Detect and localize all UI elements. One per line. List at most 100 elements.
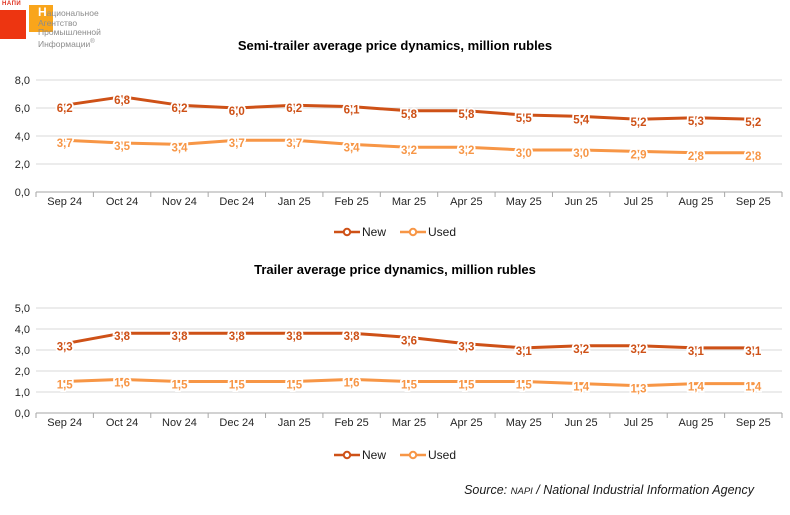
trailer-chart: 0,0 1,0 2,0 3,0 4,0 5,0 Sep 24 Oct 24 Nov 24 Dec …	[15, 303, 783, 429]
data-label: 3,8	[114, 331, 131, 343]
source-prefix: Source:	[464, 483, 511, 497]
data-label: 1,5	[458, 380, 475, 392]
x-tick-label: Jul 25	[624, 196, 653, 208]
x-tick-label: Jul 25	[624, 417, 653, 429]
data-label: 3,1	[745, 346, 762, 358]
y-tick-label: 5,0	[15, 303, 30, 315]
y-tick-label: 4,0	[15, 131, 30, 143]
chart-title-trailer: Trailer average price dynamics, million …	[254, 262, 536, 277]
y-tick-label: 8,0	[15, 75, 30, 87]
x-tick-label: Mar 25	[392, 417, 426, 429]
logo-line-1: Национальное	[38, 6, 101, 19]
data-label: 1,6	[114, 377, 130, 389]
legend-marker-used-icon	[400, 450, 426, 460]
data-label: 1,5	[172, 380, 189, 392]
y-tick-label: 2,0	[15, 366, 30, 378]
legend-label-new: New	[361, 448, 386, 462]
data-label: 3,0	[573, 148, 589, 160]
logo-line-4-text: Информации	[38, 38, 91, 49]
semi-trailer-chart: 0,0 2,0 4,0 6,0 8,0 Sep 24 Oct 24 Nov 24 Dec 24 J…	[15, 75, 783, 208]
logo-line-3: Промышленной	[38, 27, 101, 37]
data-label: 1,4	[573, 382, 590, 394]
series-line-new	[63, 95, 755, 121]
data-label: 1,6	[344, 377, 360, 389]
x-tick-label: Jan 25	[278, 417, 311, 429]
data-label: 3,0	[516, 148, 532, 160]
data-label: 1,5	[229, 380, 246, 392]
data-label: 6,2	[286, 103, 302, 115]
logo-brand-text: НАПИ	[2, 1, 22, 7]
legend-item-new: New	[333, 225, 386, 239]
data-label: 1,5	[401, 380, 418, 392]
data-label: 6,0	[229, 106, 245, 118]
data-label: 5,3	[688, 116, 704, 128]
data-label: 5,2	[745, 117, 761, 129]
x-tick-label: Oct 24	[106, 417, 138, 429]
x-tick-label: Sep 25	[736, 196, 771, 208]
legend-semi-trailer: New Used	[0, 224, 790, 240]
x-tick-label: Nov 24	[162, 417, 197, 429]
x-tick-label: Apr 25	[450, 196, 482, 208]
x-tick-label: Sep 24	[47, 196, 82, 208]
data-label: 6,2	[57, 103, 73, 115]
y-tick-label: 0,0	[15, 408, 30, 420]
registered-mark: ®	[90, 38, 95, 45]
x-tick-label: Sep 25	[736, 417, 771, 429]
y-tick-label: 3,0	[15, 345, 30, 357]
logo-line-2: Агентство	[38, 17, 78, 28]
source-agency-abbr: NAPI	[510, 486, 533, 497]
x-tick-label: May 25	[506, 417, 542, 429]
x-tick-label: Feb 25	[334, 417, 368, 429]
data-label: 3,6	[401, 335, 417, 347]
x-tick-label: Feb 25	[334, 196, 368, 208]
logo-red-square	[0, 10, 26, 39]
x-tick-label: Oct 24	[106, 196, 138, 208]
data-label: 1,5	[516, 380, 533, 392]
data-label: 2,8	[745, 151, 762, 163]
y-tick-label: 0,0	[15, 187, 30, 199]
source-rest: / National Industrial Information Agency	[532, 483, 754, 497]
logo-text: Национальное Агентство Промышленной Инфо…	[38, 6, 101, 49]
napi-logo: НАПИ Национальное Агентство Промышленной…	[0, 0, 150, 55]
data-label: 3,3	[57, 342, 73, 354]
data-label: 3,7	[57, 138, 73, 150]
data-label: 1,4	[688, 382, 705, 394]
logo-line-1-rest: ациональное	[46, 8, 99, 18]
y-tick-label: 4,0	[15, 324, 30, 336]
data-label: 3,7	[229, 138, 245, 150]
data-label: 3,7	[286, 138, 302, 150]
y-tick-label: 6,0	[15, 103, 30, 115]
series-line-used	[63, 138, 755, 155]
data-label: 6,1	[344, 105, 361, 117]
series-line-used	[63, 377, 755, 388]
logo-line-4: Информации®	[38, 38, 101, 49]
chart-title-semi-trailer: Semi-trailer average price dynamics, mil…	[237, 38, 553, 53]
legend-item-used: Used	[400, 448, 456, 462]
x-tick-label: Nov 24	[162, 196, 197, 208]
x-tick-label: Mar 25	[392, 196, 426, 208]
x-tick-label: Dec 24	[219, 417, 254, 429]
logo-orange-square	[29, 5, 53, 32]
x-tick-label: Apr 25	[450, 417, 482, 429]
y-tick-label: 2,0	[15, 159, 30, 171]
data-label: 3,2	[458, 145, 474, 157]
legend-marker-used-icon	[400, 227, 426, 237]
x-tick-label: Aug 25	[678, 196, 713, 208]
x-tick-label: Aug 25	[678, 417, 713, 429]
series-line-new	[63, 331, 755, 350]
x-tick-label: Dec 24	[219, 196, 254, 208]
legend-label-used: Used	[428, 225, 457, 239]
data-label: 5,8	[401, 109, 418, 121]
data-label: 6,2	[172, 103, 188, 115]
legend-item-new: New	[333, 448, 386, 462]
data-label: 2,8	[688, 151, 705, 163]
legend-label-used: Used	[428, 448, 457, 462]
data-label: 5,5	[516, 113, 533, 125]
data-label: 3,8	[229, 331, 246, 343]
data-label: 5,4	[573, 114, 590, 126]
data-label: 3,2	[401, 145, 417, 157]
legend-item-used: Used	[400, 225, 456, 239]
legend-label-new: New	[361, 225, 386, 239]
source-note: Source: NAPI / National Industrial Infor…	[464, 483, 754, 497]
